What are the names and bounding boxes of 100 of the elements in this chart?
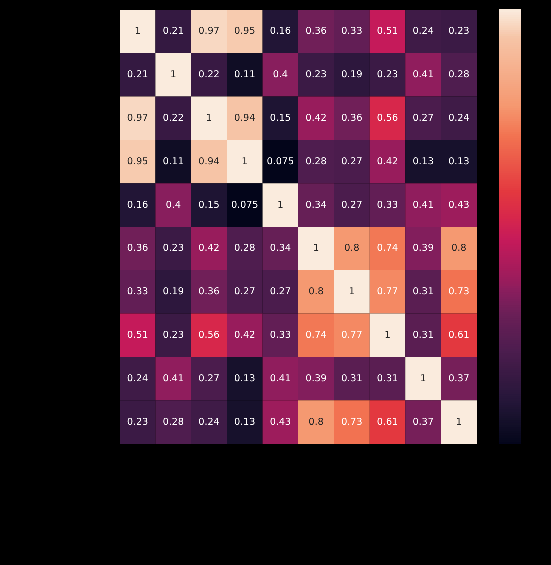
data-label: 0.28 — [448, 70, 470, 81]
data-label: 0.8 — [452, 243, 467, 254]
data-label: 0.8 — [344, 243, 360, 254]
data-label: 0.16 — [270, 26, 292, 38]
data-label: 0.4 — [166, 200, 182, 211]
data-label: 0.73 — [341, 416, 363, 428]
data-label: 0.8 — [308, 416, 324, 428]
data-label: 0.94 — [234, 112, 256, 124]
data-label: 1 — [134, 26, 141, 38]
data-label: 0.28 — [162, 416, 184, 428]
data-label: 0.31 — [341, 373, 363, 384]
data-label: 0.95 — [234, 26, 256, 38]
data-label: 0.24 — [198, 416, 220, 428]
data-label: 0.23 — [162, 243, 184, 254]
data-label: 1 — [242, 156, 248, 168]
data-label: 0.74 — [377, 243, 398, 254]
data-label: 0.24 — [448, 112, 470, 124]
data-label: 0.41 — [412, 70, 434, 81]
data-label: 0.42 — [234, 330, 256, 341]
data-label: 0.41 — [270, 373, 292, 384]
data-label: 1 — [420, 373, 426, 384]
data-label: 0.34 — [306, 200, 327, 211]
data-label: 0.31 — [412, 330, 434, 341]
data-label: 0.42 — [377, 156, 398, 168]
data-label: 0.95 — [127, 156, 148, 168]
data-label: 0.22 — [198, 70, 220, 81]
data-label: 0.56 — [377, 112, 398, 124]
data-label: 0.39 — [412, 243, 434, 254]
data-label: 0.43 — [270, 416, 292, 428]
data-label: 0.43 — [448, 200, 470, 211]
data-label: 0.42 — [198, 243, 220, 254]
data-label: 1 — [313, 243, 320, 254]
data-label: 0.28 — [306, 156, 327, 168]
data-label: 0.77 — [377, 286, 398, 298]
data-label: 0.51 — [127, 330, 148, 341]
data-label: 0.27 — [270, 286, 292, 298]
data-label: 0.23 — [162, 330, 184, 341]
data-label: 0.13 — [412, 156, 434, 168]
data-label: 0.19 — [341, 70, 363, 81]
data-label: 0.73 — [448, 286, 470, 298]
data-label: 0.13 — [234, 373, 256, 384]
data-label: 0.27 — [234, 286, 256, 298]
data-label: 0.075 — [267, 156, 294, 168]
data-label: 0.24 — [127, 373, 148, 384]
data-label: 0.15 — [198, 200, 220, 211]
data-label: 1 — [456, 416, 462, 428]
data-label: 0.41 — [162, 373, 184, 384]
data-label: 0.19 — [162, 286, 184, 298]
data-label: 0.37 — [412, 416, 434, 428]
data-label: 0.33 — [377, 200, 398, 211]
data-label: 0.77 — [341, 330, 363, 341]
data-label: 0.21 — [127, 70, 148, 81]
data-label: 0.97 — [127, 112, 148, 124]
data-label: 0.15 — [270, 112, 292, 124]
data-label: 0.33 — [127, 286, 148, 298]
data-label: 0.31 — [412, 286, 434, 298]
data-label: 0.34 — [270, 243, 292, 254]
data-label: 0.74 — [306, 330, 327, 341]
data-label: 0.21 — [162, 26, 184, 38]
data-label: 1 — [384, 330, 391, 341]
data-label: 0.37 — [448, 373, 470, 384]
data-label: 0.28 — [234, 243, 256, 254]
data-label: 0.4 — [273, 70, 288, 81]
data-label: 0.39 — [306, 373, 327, 384]
data-label: 0.33 — [341, 26, 363, 38]
data-label: 0.33 — [270, 330, 292, 341]
data-label: 0.97 — [198, 26, 220, 38]
data-label: 0.27 — [198, 373, 220, 384]
data-label: 0.27 — [341, 200, 363, 211]
data-label: 0.24 — [412, 26, 434, 38]
data-label: 1 — [206, 112, 212, 124]
data-label: 0.23 — [127, 416, 148, 428]
data-label: 0.36 — [306, 26, 327, 38]
data-label: 0.36 — [198, 286, 220, 298]
data-label: 0.51 — [377, 26, 398, 38]
data-label: 0.36 — [341, 112, 363, 124]
data-label: 1 — [278, 200, 284, 211]
data-label: 0.23 — [377, 70, 398, 81]
data-label: 0.11 — [234, 70, 256, 81]
data-label: 0.61 — [377, 416, 398, 428]
data-label: 0.42 — [306, 112, 327, 124]
data-label: 0.22 — [162, 112, 184, 124]
data-label: 0.13 — [234, 416, 256, 428]
data-label: 0.41 — [412, 200, 434, 211]
data-label: 0.56 — [198, 330, 220, 341]
data-label: 0.13 — [448, 156, 470, 168]
data-label: 0.36 — [127, 243, 148, 254]
data-label: 0.31 — [377, 373, 398, 384]
data-label: 1 — [170, 70, 177, 81]
data-label: 0.16 — [127, 200, 148, 211]
data-label: 0.94 — [198, 156, 220, 168]
data-label: 0.8 — [308, 286, 324, 298]
data-label: 0.23 — [448, 26, 470, 38]
data-label: 0.075 — [231, 200, 259, 211]
data-label: 0.27 — [341, 156, 363, 168]
data-label: 0.23 — [306, 70, 327, 81]
data-label: 0.11 — [162, 156, 184, 168]
data-label: 1 — [349, 286, 356, 298]
data-label: 0.27 — [412, 112, 434, 124]
data-label: 0.61 — [448, 330, 470, 341]
